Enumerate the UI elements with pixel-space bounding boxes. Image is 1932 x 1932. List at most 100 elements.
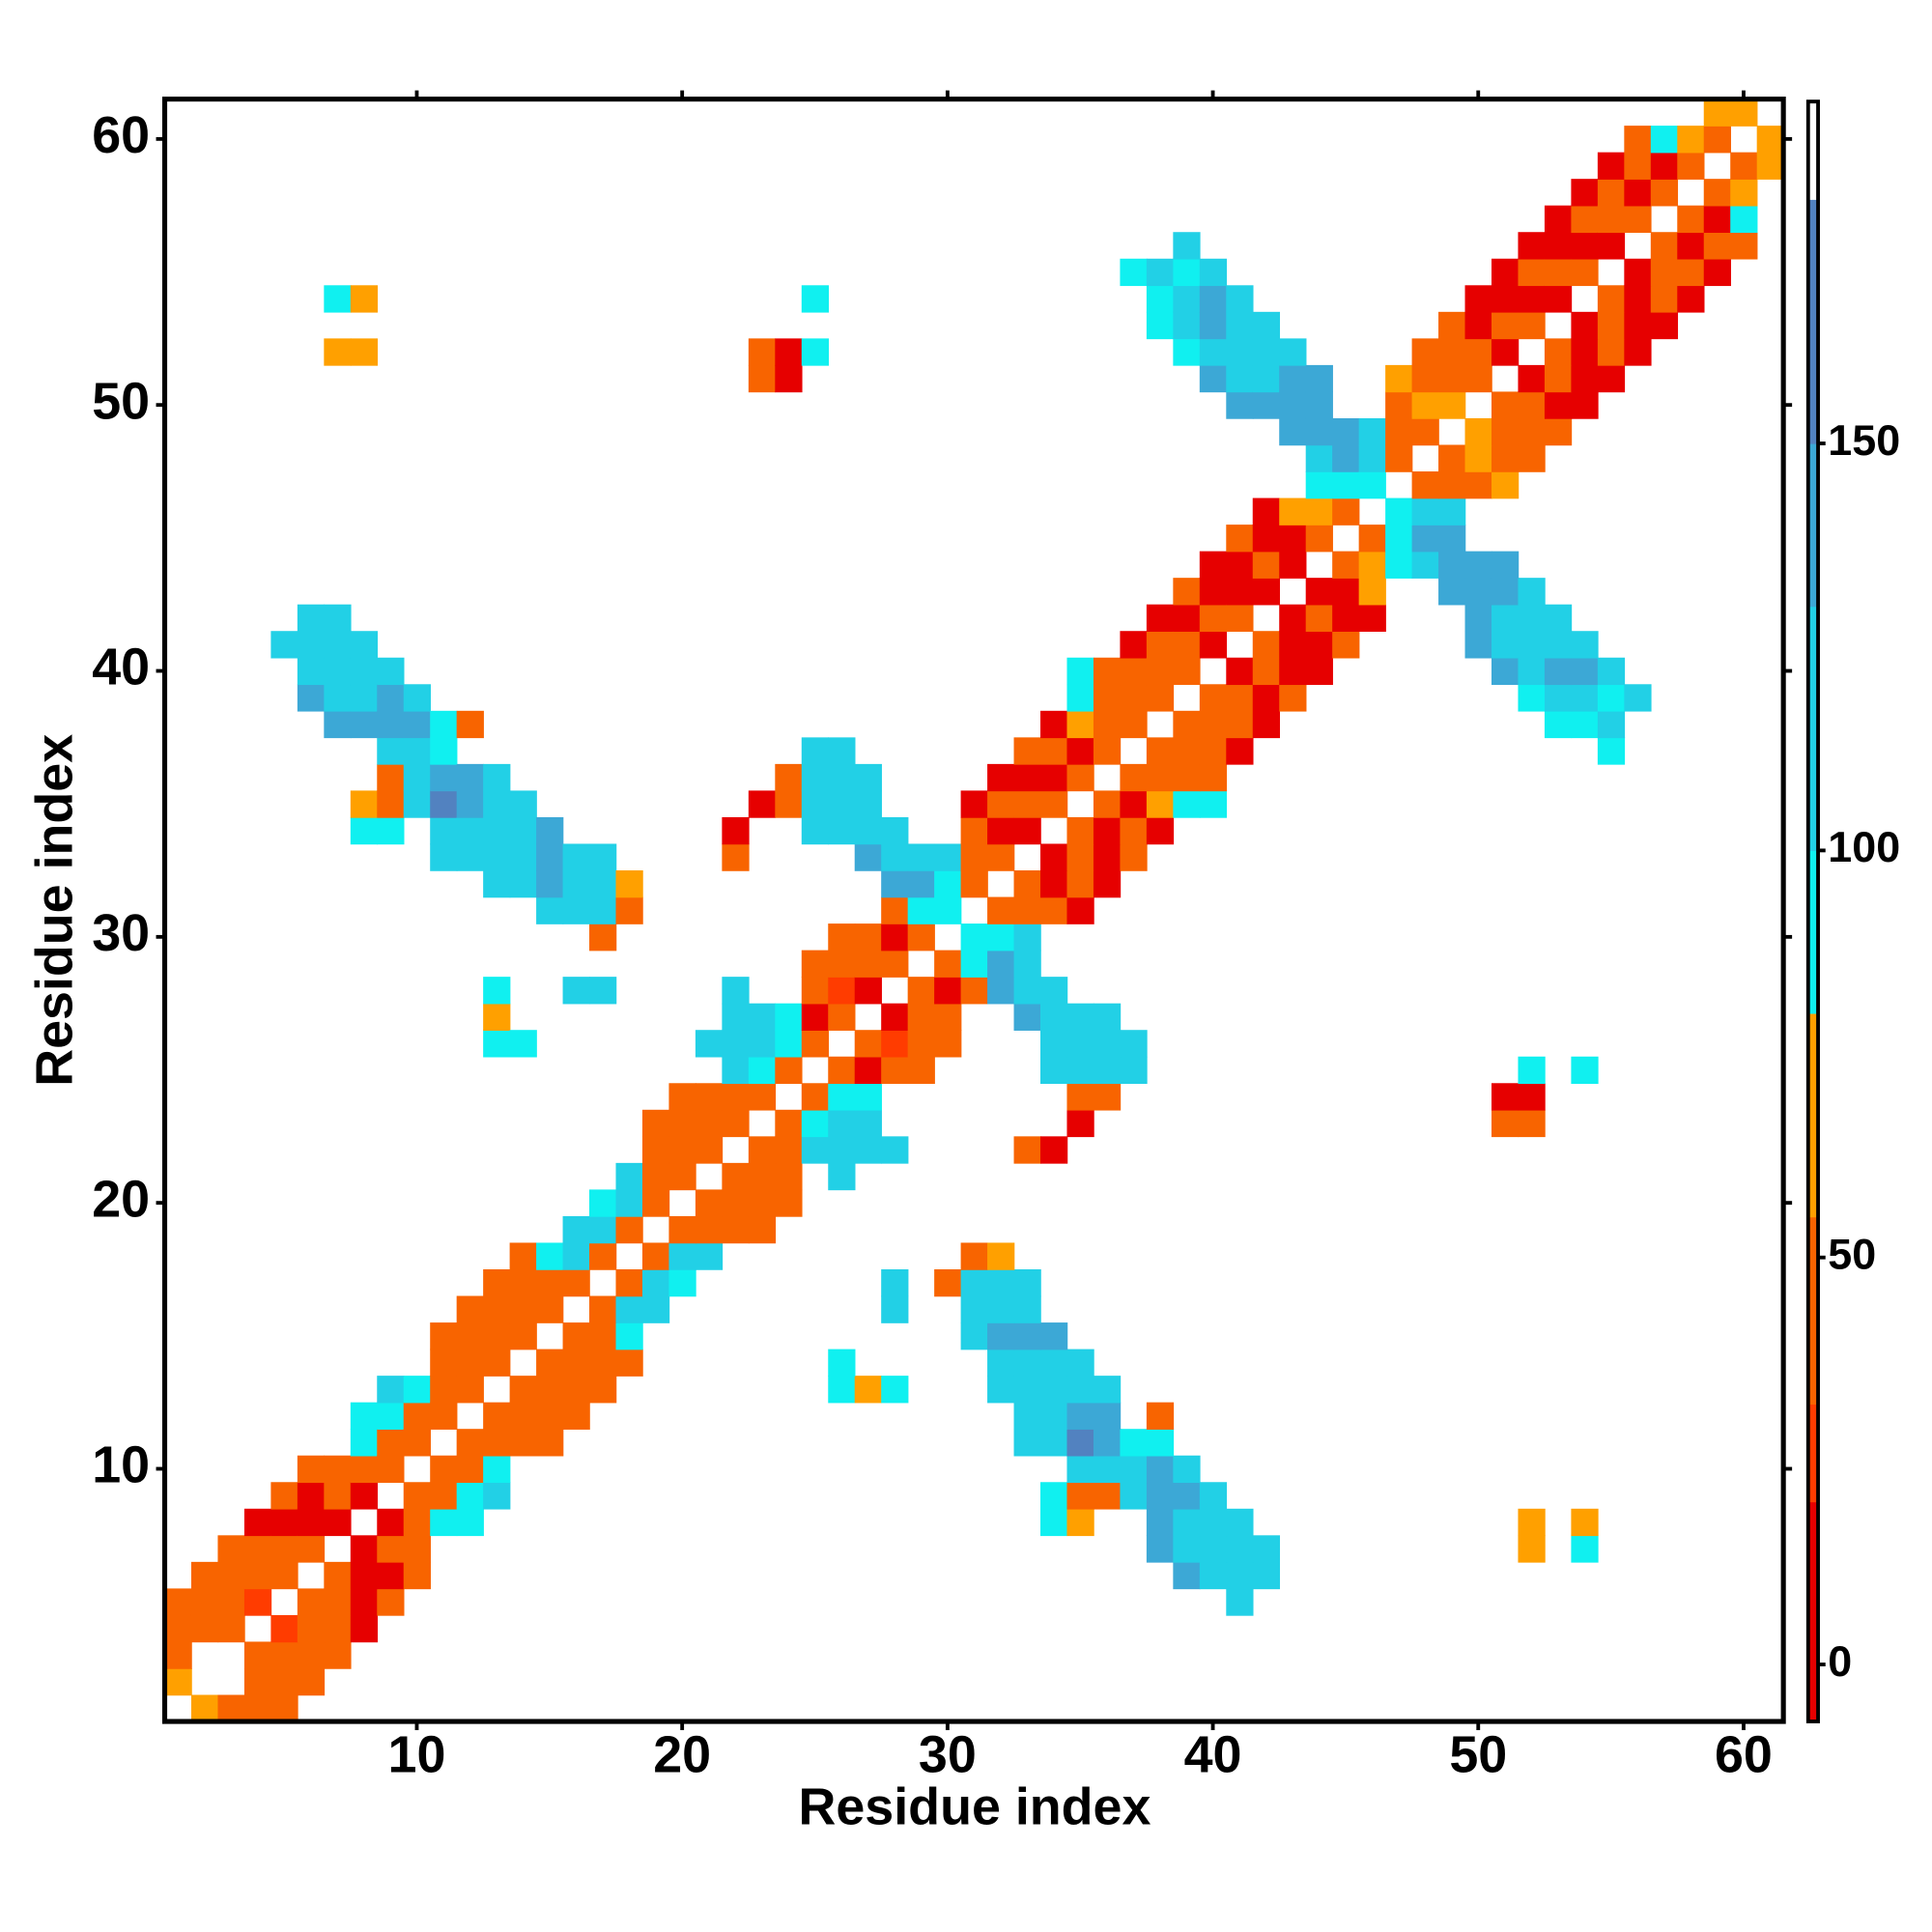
heatmap-cell (1173, 311, 1201, 340)
heatmap-cell (377, 1508, 405, 1537)
heatmap-cell (987, 1268, 1015, 1297)
heatmap-cell (562, 1376, 590, 1404)
heatmap-cell (1040, 1376, 1068, 1404)
heatmap-cell (1385, 444, 1413, 472)
heatmap-cell (1438, 391, 1466, 419)
heatmap-cell (1279, 338, 1307, 366)
heatmap-cell (324, 1614, 352, 1643)
heatmap-cell (1385, 497, 1413, 526)
heatmap-cell (483, 870, 511, 898)
colorbar-band (1807, 1216, 1819, 1406)
heatmap-cell (562, 1215, 590, 1244)
heatmap-cell (641, 1295, 670, 1323)
heatmap-cell (854, 977, 882, 1005)
heatmap-cell (1252, 657, 1281, 686)
heatmap-cell (1173, 1455, 1201, 1484)
heatmap-cell (217, 1588, 245, 1616)
heatmap-cell (589, 870, 617, 898)
heatmap-cell (1093, 1030, 1122, 1058)
heatmap-cell (270, 1561, 298, 1590)
heatmap-cell (1120, 710, 1148, 739)
heatmap-cell (1199, 338, 1228, 366)
heatmap-cell (1093, 710, 1122, 739)
heatmap-cell (1624, 205, 1652, 233)
heatmap-cell (377, 1402, 405, 1430)
heatmap-cell (1411, 471, 1439, 499)
heatmap-cell (828, 1162, 856, 1191)
heatmap-cell (1677, 205, 1705, 233)
heatmap-cell (456, 1376, 484, 1404)
heatmap-cell (536, 843, 564, 871)
heatmap-cell (1013, 1429, 1041, 1457)
heatmap-cell (324, 1455, 352, 1484)
heatmap-cell (536, 1402, 564, 1430)
heatmap-cell (1438, 497, 1466, 526)
heatmap-cell (1066, 763, 1094, 792)
heatmap-cell (1226, 285, 1254, 313)
heatmap-cell (1013, 1322, 1041, 1350)
heatmap-cell (1040, 1136, 1068, 1164)
heatmap-cell (1411, 338, 1439, 366)
heatmap-cell (668, 1136, 696, 1164)
heatmap-cell (377, 1588, 405, 1616)
heatmap-cell (190, 1614, 219, 1643)
heatmap-cell (1730, 232, 1758, 260)
heatmap-cell (1544, 710, 1573, 739)
heatmap-cell (987, 1376, 1015, 1404)
heatmap-cell (828, 737, 856, 765)
heatmap-cell (1199, 311, 1228, 340)
heatmap-cell (1597, 152, 1626, 180)
heatmap-cell (1279, 604, 1307, 632)
heatmap-cell (748, 1189, 777, 1217)
heatmap-cell (509, 1268, 537, 1297)
heatmap-cell (960, 843, 988, 871)
heatmap-cell (1305, 417, 1333, 446)
heatmap-cell (483, 843, 511, 871)
heatmap-cell (1571, 258, 1599, 287)
heatmap-cell (324, 710, 352, 739)
heatmap-cell (1252, 551, 1281, 579)
heatmap-cell (509, 790, 537, 818)
heatmap-cell (1305, 525, 1333, 553)
heatmap-cell (881, 816, 909, 845)
heatmap-cell (1066, 896, 1094, 924)
heatmap-cell (1332, 417, 1360, 446)
heatmap-cell (1544, 684, 1573, 712)
colorbar-tick-label: 50 (1828, 1230, 1876, 1279)
heatmap-cell (775, 338, 803, 366)
x-tick-label: 50 (1449, 1726, 1507, 1784)
heatmap-cell (1385, 551, 1413, 579)
heatmap-cell (1173, 1508, 1201, 1537)
heatmap-cell (1146, 684, 1175, 712)
heatmap-cell (934, 950, 962, 978)
heatmap-cell (430, 1455, 458, 1484)
heatmap-cell (1438, 311, 1466, 340)
heatmap-cell (1146, 1402, 1175, 1430)
heatmap-cell (1146, 763, 1175, 792)
heatmap-cell (1279, 631, 1307, 659)
heatmap-cell (1305, 364, 1333, 393)
heatmap-cell (987, 790, 1015, 818)
heatmap-cell (350, 631, 379, 659)
heatmap-cell (1518, 1083, 1546, 1111)
heatmap-cell (483, 1268, 511, 1297)
colorbar-band (1807, 199, 1819, 444)
heatmap-cell (854, 1136, 882, 1164)
heatmap-cell (1173, 285, 1201, 313)
heatmap-cell (854, 790, 882, 818)
heatmap-cell (748, 1056, 777, 1085)
heatmap-cell (1040, 1003, 1068, 1031)
heatmap-cell (1518, 631, 1546, 659)
heatmap-cell (1650, 285, 1679, 313)
heatmap-cell (1756, 126, 1784, 154)
heatmap-cell (881, 1376, 909, 1404)
heatmap-cell (987, 843, 1015, 871)
heatmap-cell (641, 1109, 670, 1138)
heatmap-cell (456, 1482, 484, 1510)
heatmap-cell (377, 763, 405, 792)
heatmap-cell (1173, 737, 1201, 765)
heatmap-cell (536, 1295, 564, 1323)
heatmap-cell (536, 1429, 564, 1457)
heatmap-cell (881, 843, 909, 871)
heatmap-cell (615, 1322, 643, 1350)
